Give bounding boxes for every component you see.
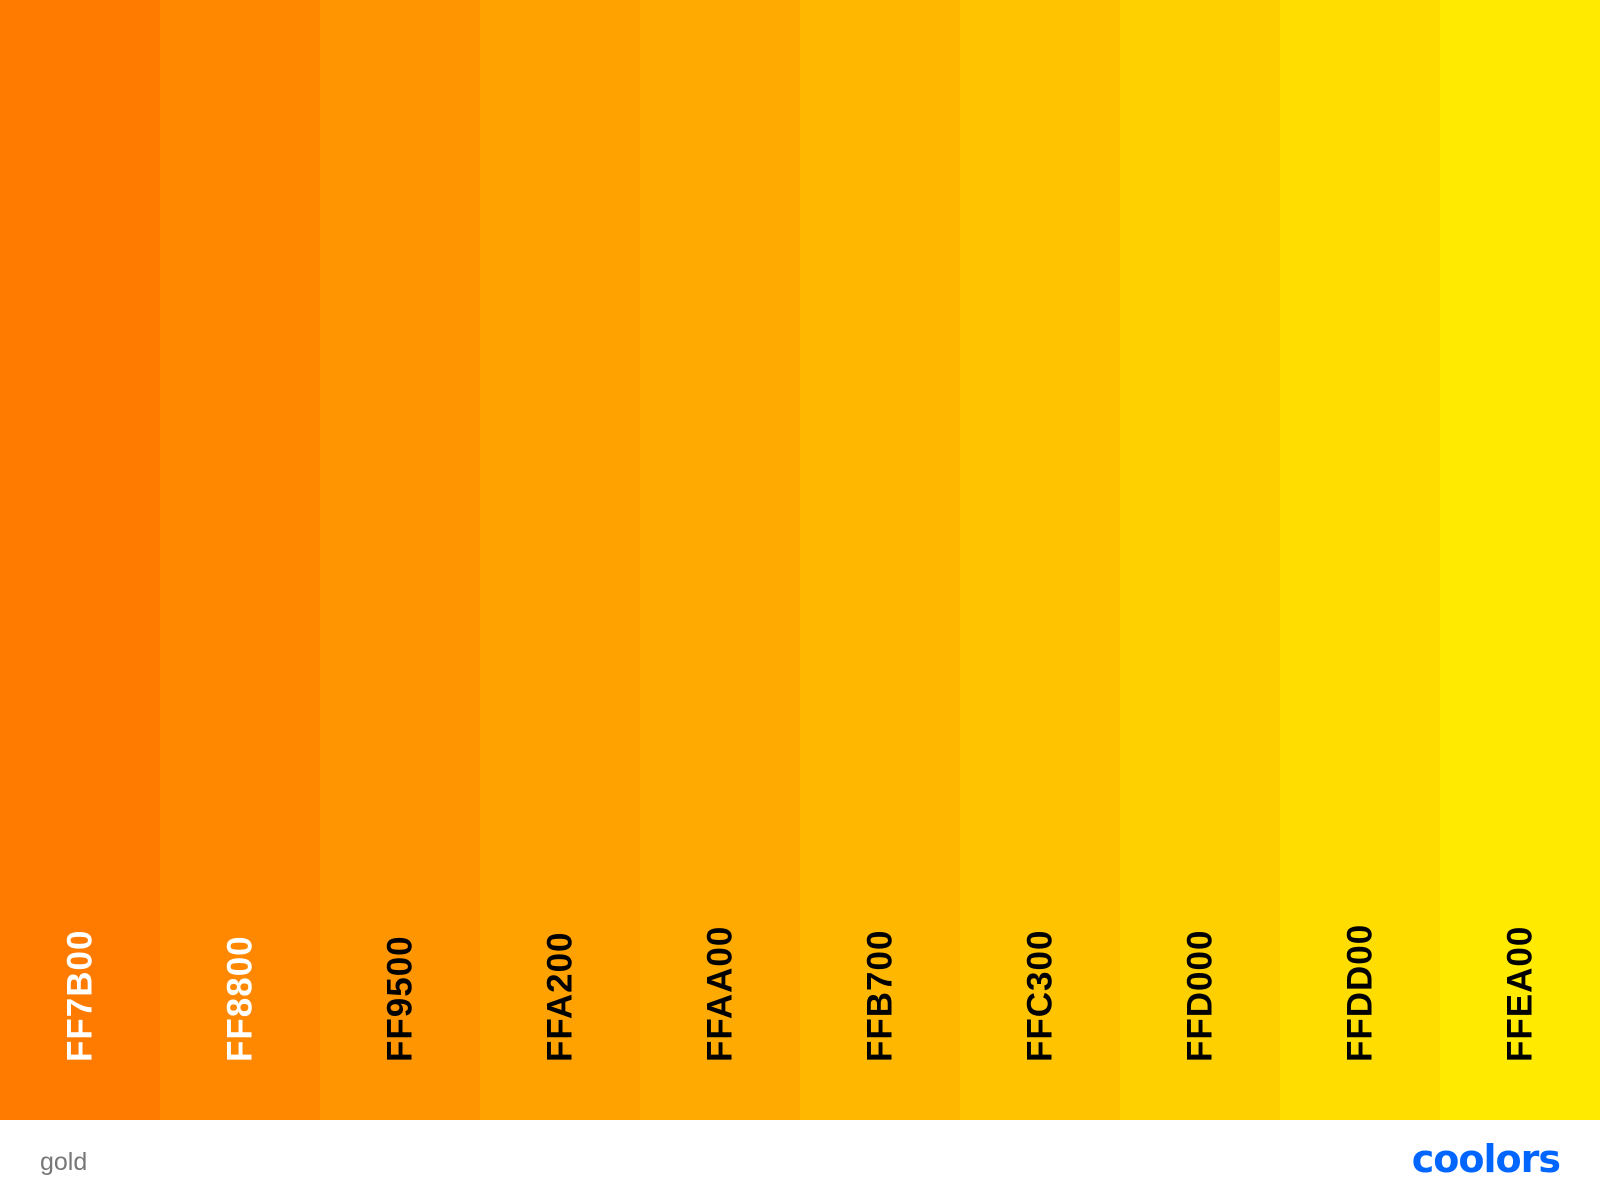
swatch-hex-label: FF8800 bbox=[220, 935, 260, 1062]
color-swatch[interactable]: FF8800 bbox=[160, 0, 320, 1120]
swatch-hex-label: FFDD00 bbox=[1340, 923, 1380, 1062]
swatch-hex-label: FFEA00 bbox=[1500, 925, 1540, 1062]
swatch-hex-label: FFD000 bbox=[1180, 929, 1220, 1062]
footer-bar: gold coolors bbox=[0, 1120, 1600, 1200]
color-swatch[interactable]: FFB700 bbox=[800, 0, 960, 1120]
palette-name: gold bbox=[40, 1148, 88, 1176]
color-swatch[interactable]: FFEA00 bbox=[1440, 0, 1600, 1120]
color-swatch[interactable]: FFDD00 bbox=[1280, 0, 1440, 1120]
swatch-hex-label: FFB700 bbox=[860, 929, 900, 1062]
swatch-hex-label: FF7B00 bbox=[60, 929, 100, 1062]
color-swatch[interactable]: FFA200 bbox=[480, 0, 640, 1120]
coolors-logo[interactable]: coolors bbox=[1411, 1137, 1561, 1181]
swatch-hex-label: FFC300 bbox=[1020, 929, 1060, 1062]
color-palette: FF7B00 FF8800 FF9500 FFA200 FFAA00 FFB70… bbox=[0, 0, 1600, 1120]
swatch-hex-label: FF9500 bbox=[380, 935, 420, 1062]
color-swatch[interactable]: FF7B00 bbox=[0, 0, 160, 1120]
color-swatch[interactable]: FFD000 bbox=[1120, 0, 1280, 1120]
swatch-hex-label: FFA200 bbox=[540, 931, 580, 1063]
color-swatch[interactable]: FFC300 bbox=[960, 0, 1120, 1120]
swatch-hex-label: FFAA00 bbox=[700, 925, 740, 1062]
color-swatch[interactable]: FFAA00 bbox=[640, 0, 800, 1120]
color-swatch[interactable]: FF9500 bbox=[320, 0, 480, 1120]
